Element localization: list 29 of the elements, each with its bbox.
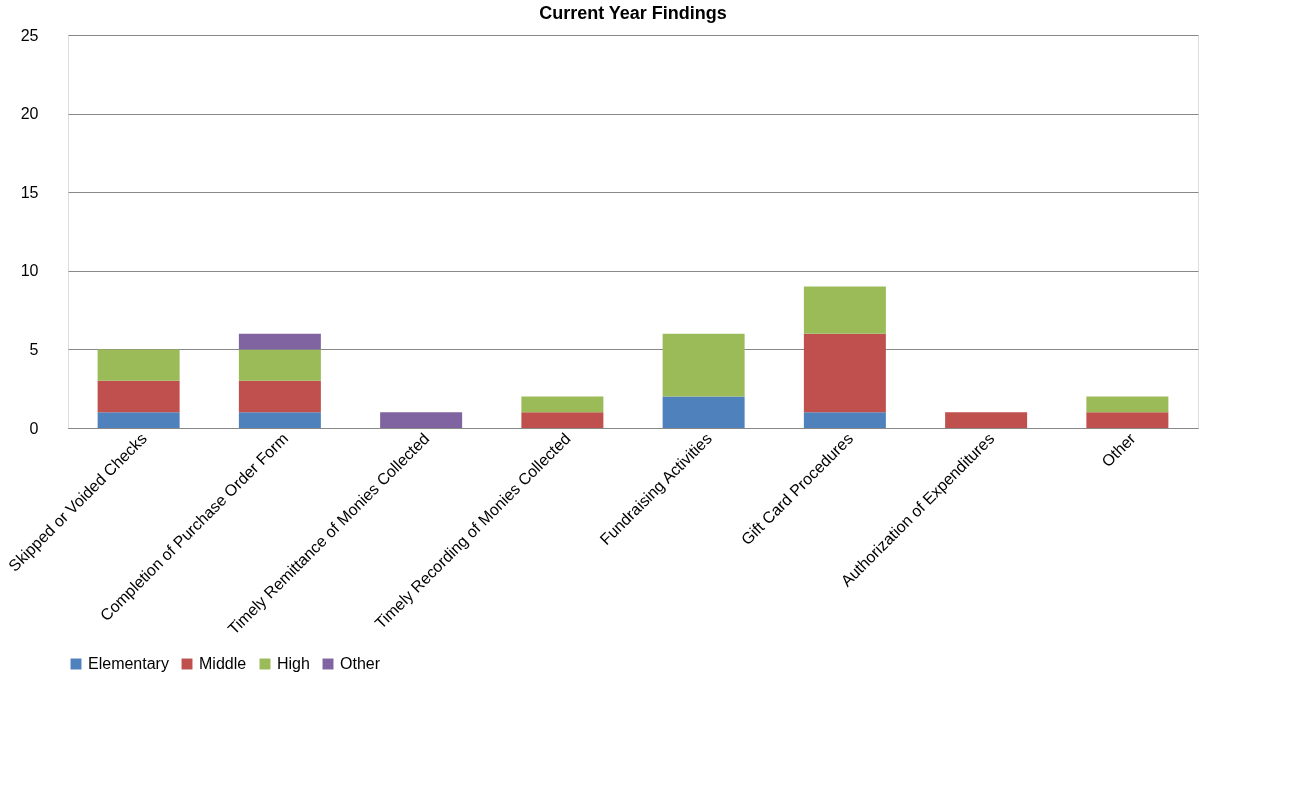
legend-label: Middle bbox=[199, 655, 247, 672]
y-tick-label: 15 bbox=[20, 183, 39, 201]
y-tick-label: 0 bbox=[29, 419, 39, 437]
bar bbox=[1086, 396, 1169, 413]
y-tick-label: 25 bbox=[20, 26, 39, 44]
bar bbox=[803, 412, 886, 428]
legend-label: High bbox=[277, 655, 310, 672]
bar bbox=[97, 380, 180, 413]
bar bbox=[238, 349, 321, 381]
bar bbox=[803, 286, 886, 334]
chart-title: Current Year Findings bbox=[539, 3, 727, 23]
y-tick-label: 20 bbox=[20, 105, 39, 123]
bar bbox=[521, 396, 604, 413]
y-tick-label: 5 bbox=[29, 340, 39, 358]
bar bbox=[238, 380, 321, 413]
bar bbox=[803, 333, 886, 413]
bar bbox=[945, 412, 1028, 428]
bar bbox=[97, 412, 180, 428]
bar bbox=[521, 412, 604, 428]
bar bbox=[1086, 412, 1169, 428]
legend-label: Other bbox=[340, 655, 381, 672]
bar bbox=[97, 349, 180, 381]
bar bbox=[238, 333, 321, 350]
legend-label: Elementary bbox=[88, 655, 169, 672]
bar bbox=[662, 396, 745, 428]
bar bbox=[380, 412, 463, 428]
y-tick-label: 10 bbox=[20, 262, 39, 280]
bar bbox=[238, 412, 321, 428]
bar bbox=[662, 333, 745, 397]
